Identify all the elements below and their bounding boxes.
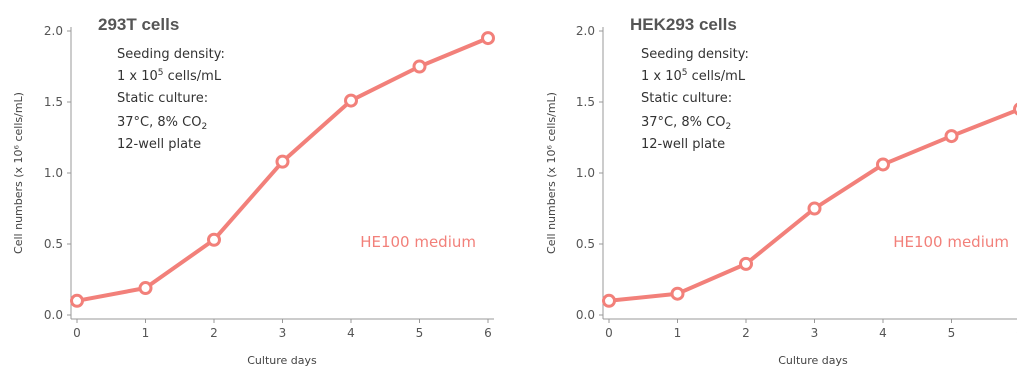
data-point [138,281,153,296]
y-tick-label: 0.0 [576,308,595,322]
y-tick-label: 1.5 [44,95,63,109]
chart-panel-1: 0.0 0.5 1.0 1.5 2.0 0 1 2 3 4 5 6 Culture days Cell n… [12,15,495,367]
data-point [275,154,290,169]
data-point [207,232,221,247]
series-label: HE100 medium [893,233,1009,251]
y-tick-label: 1.0 [44,166,63,180]
annotation-line: 1 x 105 cells/mL [117,68,222,84]
x-tick-label: 1 [142,326,150,340]
conditions-annotation: Seeding density: 1 x 105 cells/mL Static c… [117,47,225,152]
data-point [807,201,822,216]
x-axis-title: Culture days [247,354,317,367]
series-label: HE100 medium [360,233,476,251]
x-tick-label: 5 [416,326,424,340]
data-point [670,286,685,301]
x-tick-label: 0 [605,326,613,340]
y-axis-title: Cell numbers (x 10⁶ cells/mL) [545,92,558,254]
data-point [739,256,753,271]
x-tick-label: 4 [879,326,887,340]
annotation-line: Static culture: [641,91,732,106]
annotation-line: 37°C, 8% CO2 [117,115,207,132]
data-point [602,293,616,308]
annotation-line: Seeding density: [641,47,749,62]
y-tick-label: 2.0 [44,24,63,38]
annotation-line: 12-well plate [117,137,201,152]
x-axis-title: Culture days [778,354,848,367]
data-point [481,31,495,46]
conditions-annotation: Seeding density: 1 x 105 cells/mL Static c… [641,47,749,152]
annotation-line: Seeding density: [117,47,225,62]
annotation-line: 1 x 105 cells/mL [641,68,746,84]
x-tick-label: 1 [674,326,682,340]
x-tick-label: 5 [948,326,956,340]
x-tick-label: 3 [811,326,819,340]
x-tick-label: 4 [347,326,355,340]
y-axis-title: Cell numbers (x 10⁶ cells/mL) [12,92,25,254]
x-tick-label: 2 [210,326,218,340]
y-tick-label: 1.5 [576,95,595,109]
chart-title: HEK293 cells [630,15,737,34]
x-tick-label: 6 [484,326,492,340]
data-point [944,129,959,144]
x-tick-label: 0 [73,326,81,340]
y-tick-label: 2.0 [576,24,595,38]
data-point [70,293,84,308]
data-point [412,59,427,74]
annotation-line: 37°C, 8% CO2 [641,115,731,132]
data-point [1013,102,1017,116]
y-tick-label: 0.5 [44,237,63,251]
annotation-line: Static culture: [117,91,208,106]
data-point [344,93,358,108]
x-tick-label: 2 [742,326,750,340]
y-tick-label: 0.5 [576,237,595,251]
chart-title: 293T cells [98,15,179,34]
data-point [876,157,890,172]
x-tick-label: 3 [279,326,287,340]
y-tick-label: 1.0 [576,166,595,180]
y-tick-label: 0.0 [44,308,63,322]
annotation-line: 12-well plate [641,137,725,152]
